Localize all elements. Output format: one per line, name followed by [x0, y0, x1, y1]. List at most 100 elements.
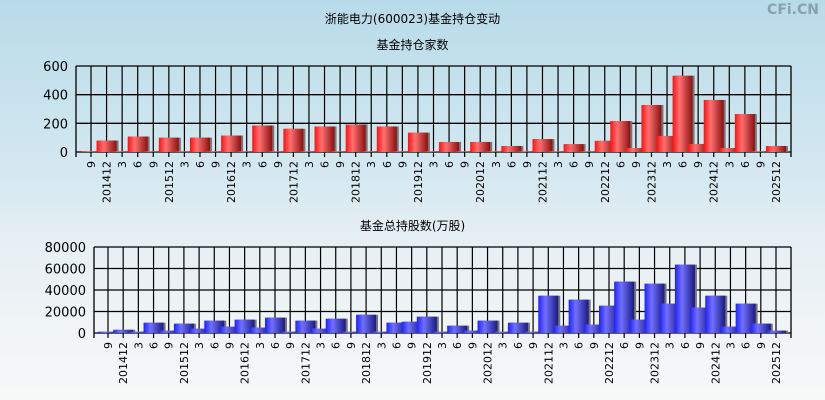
x-tick-label: 9: [588, 342, 601, 349]
x-tick-label: 9: [694, 342, 707, 349]
bar: [128, 331, 149, 333]
bar: [447, 325, 468, 333]
bar: [599, 305, 619, 333]
main-title: 浙能电力(600023)基金持仓变动: [324, 12, 501, 26]
x-tick-label: 6: [618, 342, 631, 349]
x-tick-label: 3: [428, 161, 441, 168]
bar: [158, 137, 179, 152]
x-tick-label: 6: [512, 342, 525, 349]
bar: [236, 151, 257, 152]
bar: [189, 137, 210, 152]
x-tick-label: 9: [102, 342, 115, 349]
bar: [657, 135, 678, 152]
bar: [672, 75, 693, 152]
bar: [265, 317, 285, 333]
bar: [492, 331, 513, 333]
bar: [386, 322, 407, 333]
bar: [532, 139, 553, 152]
chart-title-holders: 基金持仓家数: [376, 38, 449, 52]
x-tick-label: 9: [396, 161, 409, 168]
bar: [501, 145, 522, 152]
x-tick-label: 6: [194, 161, 207, 168]
x-tick-label: 3: [116, 161, 129, 168]
bar: [340, 331, 361, 333]
x-tick-label: 202512: [770, 342, 783, 384]
bar: [674, 264, 695, 333]
bar: [432, 331, 452, 333]
bar: [629, 319, 650, 333]
x-tick-label: 6: [132, 161, 145, 168]
bar: [174, 151, 195, 152]
bar: [221, 135, 242, 152]
bar: [507, 322, 528, 333]
y-tick-label: 400: [43, 89, 68, 104]
x-tick-label: 6: [319, 161, 332, 168]
x-tick-label: 9: [692, 161, 705, 168]
bar: [310, 328, 331, 333]
bar: [568, 299, 589, 333]
x-tick-label: 201512: [178, 342, 191, 384]
bar: [523, 331, 544, 333]
x-tick-label: 3: [664, 342, 677, 349]
x-tick-label: 9: [85, 161, 98, 168]
x-tick-label: 9: [284, 342, 297, 349]
bar: [644, 283, 665, 333]
bar: [750, 151, 771, 152]
x-tick-label: 3: [315, 342, 328, 349]
bar: [280, 331, 301, 333]
x-tick-label: 6: [256, 161, 269, 168]
x-tick-label: 6: [148, 342, 161, 349]
x-tick-label: 9: [755, 342, 768, 349]
bar: [610, 121, 631, 152]
bar: [173, 323, 194, 333]
bar: [439, 141, 460, 152]
x-tick-label: 9: [633, 342, 646, 349]
bar: [219, 326, 240, 333]
x-tick-label: 201412: [117, 342, 130, 384]
bar: [143, 151, 164, 152]
bar: [298, 151, 319, 152]
x-tick-label: 9: [521, 161, 534, 168]
bar: [371, 331, 392, 333]
x-tick-label: 3: [552, 161, 565, 168]
bar: [750, 323, 771, 333]
bar: [720, 326, 741, 333]
bar: [579, 151, 600, 152]
x-tick-label: 202512: [770, 161, 783, 203]
bar: [703, 99, 724, 152]
bar: [401, 321, 422, 333]
x-tick-label: 3: [490, 161, 503, 168]
y-tick-label: 60000: [45, 263, 86, 278]
x-tick-label: 6: [568, 161, 581, 168]
x-tick-label: 202212: [603, 342, 616, 384]
x-tick-label: 3: [254, 342, 267, 349]
bar: [553, 325, 574, 333]
bar: [594, 140, 615, 152]
x-tick-label: 6: [679, 342, 692, 349]
x-tick-label: 202412: [709, 342, 722, 384]
bar: [766, 145, 786, 152]
x-tick-label: 6: [208, 342, 221, 349]
x-tick-label: 202012: [474, 161, 487, 203]
bar: [204, 320, 225, 333]
x-tick-label: 6: [677, 161, 690, 168]
bar: [356, 314, 377, 333]
bar: [516, 151, 537, 152]
chart-title-shares: 基金总持股数(万股): [359, 219, 466, 233]
x-tick-label: 3: [723, 161, 736, 168]
x-tick-label: 9: [223, 342, 236, 349]
x-tick-label: 3: [241, 161, 254, 168]
bar: [583, 324, 604, 333]
bar: [189, 328, 210, 333]
x-tick-label: 201412: [101, 161, 114, 203]
x-tick-label: 6: [740, 342, 753, 349]
x-tick-label: 3: [365, 161, 378, 168]
x-tick-label: 6: [269, 342, 282, 349]
x-tick-label: 202412: [708, 161, 721, 203]
x-tick-label: 202312: [645, 161, 658, 203]
bar: [252, 125, 273, 152]
x-tick-label: 6: [443, 161, 456, 168]
bar: [98, 331, 118, 333]
bar: [112, 151, 133, 152]
